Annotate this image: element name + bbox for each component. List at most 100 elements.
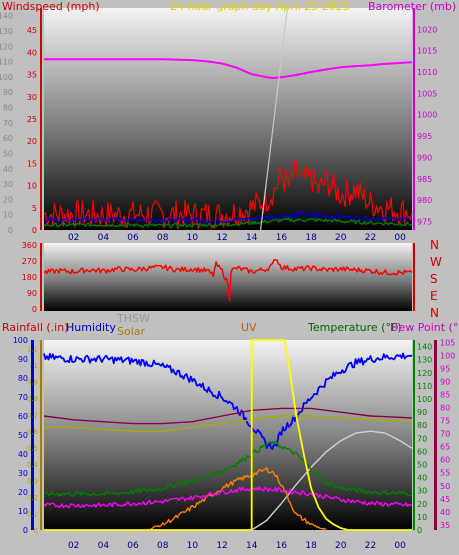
rain-tick-0.4: 0.4 [27, 461, 39, 469]
wind-panel [44, 8, 412, 230]
wind-xtick-06: 06 [127, 233, 139, 243]
multi-xtick-14: 14 [246, 541, 258, 551]
series-dew-point [43, 407, 413, 425]
mph-tick-20: 20 [27, 137, 37, 146]
wind-direction-line [43, 258, 413, 302]
mph-tick-30: 30 [27, 93, 37, 102]
barometer-label: Barometer (mb) [368, 0, 456, 13]
rain-tick-0.2: 0.2 [27, 494, 38, 502]
kts-tick-10: 10 [3, 211, 13, 220]
rainfall-label: Rainfall (.in) [2, 321, 69, 334]
dew-tick-40: 40 [440, 508, 450, 517]
dew-tick-45: 45 [440, 495, 450, 504]
hum-tick-40: 40 [18, 450, 28, 459]
series-yellow [44, 339, 412, 531]
temp-tick-70: 70 [417, 434, 427, 443]
kts-tick-110: 110 [0, 58, 13, 67]
solar-label: Solar [117, 325, 146, 338]
wind-xtick-00: 00 [394, 233, 406, 243]
wind-xtick-04: 04 [98, 233, 110, 243]
hum-tick-100: 100 [13, 336, 28, 345]
baro-tick-1010: 1010 [417, 68, 437, 77]
hum-tick-50: 50 [18, 431, 28, 440]
temp-tick-140: 140 [417, 343, 432, 352]
baro-tick-1005: 1005 [417, 89, 437, 98]
rain-tick-0.6: 0.6 [27, 428, 39, 436]
series-uv [147, 467, 327, 532]
baro-tick-1015: 1015 [417, 47, 437, 56]
baro-tick-995: 995 [417, 132, 432, 141]
dew-tick-85: 85 [440, 391, 450, 400]
hum-tick-0: 0 [23, 526, 28, 535]
multi-xtick-04: 04 [98, 541, 110, 551]
mph-tick-10: 10 [27, 182, 37, 191]
series-lines [43, 7, 413, 532]
dew-tick-75: 75 [440, 417, 450, 426]
wind-gust-line [43, 160, 413, 230]
dew-tick-90: 90 [440, 378, 450, 387]
kts-tick-20: 20 [3, 195, 13, 204]
rain-axis-line [40, 340, 42, 530]
rain-tick-0: 0 [34, 527, 38, 535]
thsw-label: THSW [116, 312, 150, 325]
humidity-axis-line [31, 340, 34, 530]
dew-tick-100: 100 [440, 352, 455, 361]
humidity-label: Humidity [66, 321, 116, 334]
multi-xtick-18: 18 [305, 541, 317, 551]
rain-tick-0.1: 0.1 [27, 510, 38, 518]
kts-tick-70: 70 [3, 119, 13, 128]
temp-tick-120: 120 [417, 369, 432, 378]
temp-tick-50: 50 [417, 460, 427, 469]
dir-tick-270: 270 [22, 257, 37, 266]
kts-tick-60: 60 [3, 134, 13, 143]
rain-tick-0.8: 0.8 [27, 395, 38, 403]
compass-n-bottom: N [430, 306, 439, 320]
dir-axis-line [40, 243, 42, 311]
multi-xtick-16: 16 [276, 541, 288, 551]
windspeed-label: Windspeed (mph) [2, 0, 100, 13]
dew-tick-55: 55 [440, 469, 450, 478]
wind-xtick-14: 14 [246, 233, 258, 243]
wind-xtick-16: 16 [276, 233, 288, 243]
multi-xtick-20: 20 [335, 541, 347, 551]
series-temperature [43, 440, 413, 497]
temp-tick-110: 110 [417, 382, 432, 391]
multi-xtick-00: 00 [394, 541, 406, 551]
rain-tick-1.1: 1.1 [27, 345, 38, 353]
hum-tick-90: 90 [18, 355, 28, 364]
compass-s: S [430, 272, 438, 286]
compass-w: W [430, 255, 442, 269]
wind-xtick-10: 10 [187, 233, 199, 243]
wind-xtick-02: 02 [68, 233, 79, 243]
hum-tick-60: 60 [18, 412, 28, 421]
kts-tick-40: 40 [3, 165, 13, 174]
rain-tick-0.5: 0.5 [27, 444, 38, 452]
gray-line [260, 7, 288, 231]
baro-axis-line [413, 8, 415, 230]
temp-tick-40: 40 [417, 474, 427, 483]
dew-tick-35: 35 [440, 521, 450, 530]
temp-tick-0: 0 [417, 526, 422, 535]
temperature-label: Temperature (°F) [307, 321, 402, 334]
dew-tick-60: 60 [440, 456, 450, 465]
wind-xtick-08: 08 [157, 233, 169, 243]
kts-tick-80: 80 [3, 104, 13, 113]
baro-tick-975: 975 [417, 217, 432, 226]
dew-tick-70: 70 [440, 430, 450, 439]
dew-tick-65: 65 [440, 443, 450, 452]
wind-axis-line [40, 8, 42, 230]
dir-tick-90: 90 [27, 289, 37, 298]
dewpoint-label: Dew Point (°F) [390, 321, 459, 334]
kts-tick-90: 90 [3, 88, 13, 97]
wind-xtick-18: 18 [305, 233, 317, 243]
temp-tick-90: 90 [417, 408, 427, 417]
series-solar [44, 415, 413, 432]
hum-tick-30: 30 [18, 469, 28, 478]
hum-tick-80: 80 [18, 374, 28, 383]
wind-xtick-22: 22 [365, 233, 376, 243]
rain-tick-0.7: 0.7 [27, 411, 38, 419]
kts-tick-0: 0 [8, 226, 13, 235]
temp-tick-30: 30 [417, 487, 427, 496]
compass-n-top: N [430, 238, 439, 252]
